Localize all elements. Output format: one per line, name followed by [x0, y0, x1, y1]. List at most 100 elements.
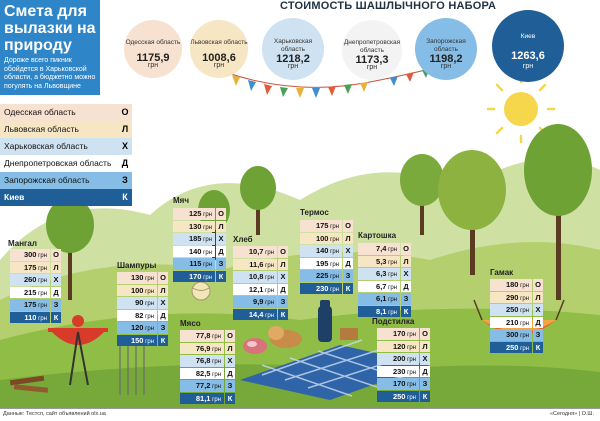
price-row: 6,7 грн Д	[358, 280, 412, 292]
price-table: 77,8 грн О 76,9 грн Л 76,8 грн Х 82,5 грн Д 77,2…	[180, 330, 236, 405]
item-label: Шампуры	[117, 261, 157, 270]
legend-region-code: К	[118, 189, 132, 206]
price-unit: грн	[263, 250, 274, 256]
price-unit: грн	[386, 247, 397, 253]
price-unit: грн	[518, 320, 529, 327]
price-value: 260 грн	[10, 274, 50, 286]
price-region-code: Х	[278, 271, 288, 283]
price-number: 90	[135, 298, 144, 307]
tree-illustration	[46, 197, 94, 300]
price-number: 6,1	[376, 294, 387, 303]
price-value: 77,8 грн	[180, 330, 224, 342]
legend-row: Харьковская область Х	[0, 138, 132, 155]
price-value: 200 грн	[377, 353, 419, 365]
price-row: 6,1 грн З	[358, 293, 412, 305]
price-region-code: Х	[420, 353, 430, 365]
price-value: 82,5 грн	[180, 367, 224, 379]
meat-icon	[243, 338, 267, 354]
price-number: 130	[188, 221, 202, 231]
legend-region-name: Киев	[0, 189, 118, 206]
price-row: 82 грн Д	[117, 309, 169, 321]
price-unit: грн	[201, 262, 212, 268]
price-value: 7,4 грн	[358, 243, 400, 255]
price-number: 175	[315, 221, 329, 230]
price-region-code: К	[420, 390, 430, 402]
price-value: 130 грн	[173, 220, 215, 232]
price-unit: грн	[328, 236, 339, 243]
price-region-code: Л	[533, 291, 543, 303]
price-number: 250	[505, 305, 519, 314]
item-label: Хлеб	[233, 235, 253, 244]
price-table: 180 грн О 290 грн Л 250 грн Х 210 грн Д 300 грн З…	[490, 279, 544, 354]
price-number: 14,4	[248, 309, 264, 319]
price-region-code: К	[278, 308, 288, 320]
price-unit: грн	[405, 332, 416, 338]
price-unit: грн	[210, 334, 221, 340]
price-region-code: З	[401, 293, 411, 305]
price-value: 76,9 грн	[180, 342, 224, 354]
price-value: 5,3 грн	[358, 255, 400, 267]
price-number: 82,5	[195, 368, 211, 378]
price-value: 120 грн	[117, 322, 157, 334]
price-value: 82 грн	[117, 309, 157, 321]
region-total-circle: Запорожская область 1198,2 грн	[415, 18, 477, 80]
price-row: 170 грн О	[377, 328, 431, 340]
footer-credit: «Сегодня» | О.Ш.	[549, 411, 594, 417]
price-row: 77,8 грн О	[180, 330, 236, 342]
price-number: 175	[23, 300, 37, 309]
price-number: 81,1	[195, 393, 211, 403]
price-value: 210 грн	[490, 316, 532, 328]
price-value: 170 грн	[173, 270, 215, 282]
price-region-code: О	[401, 243, 411, 255]
price-table: 175 грн О 100 грн Л 140 грн Х 195 грн Д 225 грн З…	[300, 220, 354, 295]
price-region-code: З	[51, 299, 61, 311]
price-region-code: З	[343, 270, 353, 282]
price-row: 7,4 грн О	[358, 243, 412, 255]
price-number: 77,2	[195, 381, 211, 390]
cost-header: СТОИМОСТЬ ШАШЛЫЧНОГО НАБОРА	[280, 0, 497, 12]
price-region-code: Л	[51, 261, 61, 273]
item-label: Термос	[300, 208, 329, 217]
price-region-code: Д	[225, 367, 235, 379]
price-region-code: Д	[343, 257, 353, 269]
price-row: 175 грн З	[10, 299, 62, 311]
price-number: 140	[188, 246, 202, 256]
price-region-code: Х	[225, 355, 235, 367]
price-value: 12,1 грн	[233, 283, 277, 295]
price-region-code: З	[225, 380, 235, 392]
price-number: 82	[135, 310, 144, 320]
legend-region-code: Л	[118, 121, 132, 138]
price-number: 260	[23, 275, 37, 284]
region-total-value: 1263,6	[511, 50, 545, 63]
price-region-code: К	[225, 392, 235, 404]
price-number: 170	[392, 379, 406, 388]
price-row: 125 грн О	[173, 208, 227, 220]
price-region-code: Л	[225, 342, 235, 354]
price-row: 140 грн Д	[173, 245, 227, 257]
price-row: 120 грн З	[117, 322, 169, 334]
price-unit: грн	[36, 253, 47, 259]
price-table: 10,7 грн О 11,6 грн Л 10,8 грн Х 12,1 грн Д 9,9 …	[233, 246, 289, 321]
price-unit: грн	[36, 278, 47, 284]
price-unit: грн	[386, 259, 397, 266]
price-value: 250 грн	[490, 304, 532, 316]
currency-label: грн	[213, 62, 225, 70]
price-value: 14,4 грн	[233, 308, 277, 320]
price-row: 81,1 грн К	[180, 392, 236, 404]
item-label: Картошка	[358, 231, 397, 240]
price-unit: грн	[518, 345, 529, 352]
price-value: 81,1 грн	[180, 392, 224, 404]
price-value: 195 грн	[300, 257, 342, 269]
price-row: 120 грн Л	[377, 340, 431, 352]
price-value: 150 грн	[117, 334, 157, 346]
price-value: 170 грн	[377, 328, 419, 340]
price-region-code: О	[216, 208, 226, 220]
price-region-code: З	[216, 258, 226, 270]
legend-region-name: Харьковская область	[0, 138, 118, 155]
price-value: 11,6 грн	[233, 258, 277, 270]
price-number: 125	[188, 209, 202, 218]
price-row: 260 грн Х	[10, 274, 62, 286]
price-region-code: Л	[216, 220, 226, 232]
price-region-code: Д	[158, 309, 168, 321]
